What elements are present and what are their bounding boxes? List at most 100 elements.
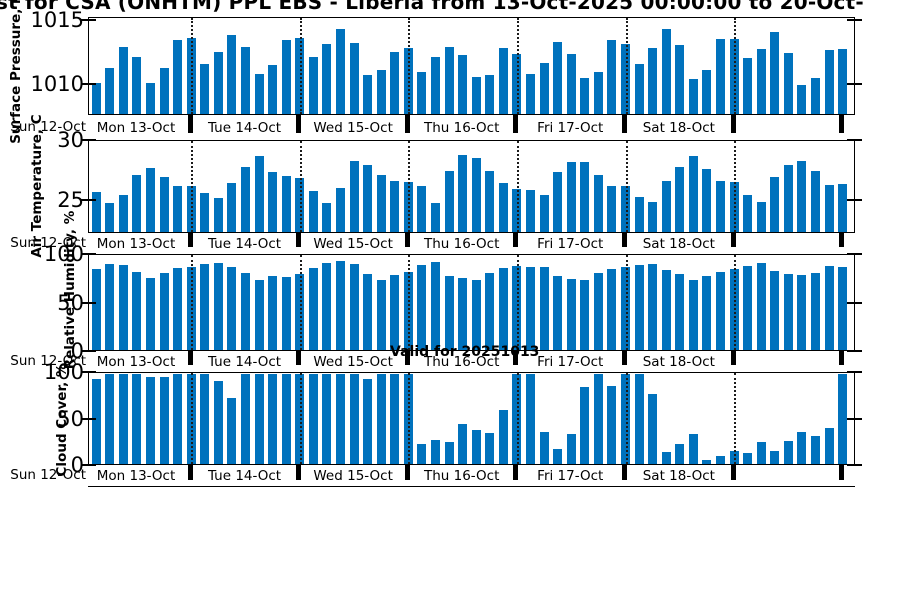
bar — [173, 268, 183, 350]
bar — [675, 273, 685, 350]
bar — [702, 275, 712, 350]
bar — [607, 40, 617, 114]
day-boundary-tick — [296, 351, 302, 365]
day-boundary-tick — [296, 465, 302, 480]
bar — [526, 74, 536, 114]
day-separator-line — [625, 373, 628, 464]
bar — [553, 172, 563, 232]
day-label: Fri 17-Oct — [537, 119, 604, 136]
bar — [349, 374, 359, 464]
bar — [485, 433, 495, 464]
bar — [593, 374, 603, 464]
bar — [241, 374, 251, 464]
bar — [159, 67, 169, 114]
bar — [91, 82, 101, 114]
bar — [675, 45, 685, 114]
day-separator-line — [734, 141, 737, 232]
bar — [838, 267, 848, 350]
day-boundary-tick — [187, 465, 193, 480]
day-label: Tue 14-Oct — [207, 353, 282, 370]
bar — [702, 70, 712, 114]
bar — [783, 52, 793, 114]
bar — [580, 386, 590, 464]
bar — [349, 160, 359, 232]
day-boundary-tick — [187, 233, 193, 247]
day-axis-strip-cloudcover: Mon 13-Oct Tue 14-Oct Wed 15-Oct Thu 16-Oct… — [88, 465, 855, 487]
bar — [417, 186, 427, 232]
bar — [648, 47, 658, 114]
bar — [716, 39, 726, 114]
bar — [281, 40, 291, 114]
bar — [756, 442, 766, 464]
bar — [675, 166, 685, 232]
bar — [783, 165, 793, 232]
bar — [213, 381, 223, 464]
bar — [336, 187, 346, 232]
day-label: Tue 14-Oct — [207, 119, 282, 136]
day-separator-line — [625, 18, 628, 114]
bar — [444, 275, 454, 350]
bar — [417, 265, 427, 350]
bar — [471, 158, 481, 232]
axis-tick — [81, 83, 96, 86]
day-axis-strip-temperature: Mon 13-Oct Tue 14-Oct Wed 15-Oct Thu 16-Oct… — [88, 233, 855, 254]
bar — [661, 270, 671, 350]
bar — [146, 277, 156, 350]
bar — [824, 185, 834, 232]
axis-tick — [847, 139, 862, 141]
bar — [634, 265, 644, 350]
day-boundary-tick — [622, 465, 628, 480]
bar — [661, 180, 671, 232]
day-separator-line — [408, 255, 411, 350]
day-separator-line — [299, 18, 302, 114]
day-boundary-tick — [187, 351, 193, 365]
bar — [281, 175, 291, 232]
bar — [743, 453, 753, 464]
temperature-plot — [88, 140, 855, 233]
day-boundary-tick — [296, 115, 302, 133]
bar — [566, 54, 576, 114]
bar — [756, 262, 766, 350]
bar — [254, 156, 264, 232]
bar — [661, 452, 671, 464]
bar — [390, 274, 400, 350]
bar — [431, 439, 441, 464]
bar — [268, 374, 278, 464]
bar — [91, 269, 101, 350]
bar — [376, 374, 386, 464]
bar — [566, 161, 576, 232]
bar — [743, 57, 753, 114]
bar — [675, 444, 685, 464]
bar — [308, 268, 318, 350]
day-separator-line — [191, 373, 194, 464]
bar — [634, 374, 644, 464]
day-label: Sat 18-Oct — [642, 119, 715, 136]
axis-tick — [81, 350, 96, 352]
bar — [688, 280, 698, 350]
day-separator-line — [734, 255, 737, 350]
axis-tick — [847, 199, 862, 202]
valid-for-annotation: Valid for 20251013 — [390, 344, 540, 360]
day-boundary-tick — [513, 465, 519, 480]
bar — [146, 82, 156, 114]
bar — [322, 44, 332, 114]
figure-title: st for CSA (ONHTM) PPL EBS - Liberia fro… — [0, 0, 864, 14]
pre-day-label: Sun 12-Oct — [10, 352, 86, 369]
day-label: Fri 17-Oct — [537, 235, 604, 252]
axis-tick — [847, 464, 862, 466]
y-tick-label: 25 — [57, 188, 84, 213]
axis-tick — [847, 18, 862, 21]
y-tick-label: 100 — [43, 242, 84, 266]
axis-tick — [81, 301, 96, 304]
bar — [322, 262, 332, 350]
bar — [268, 172, 278, 232]
bar — [390, 51, 400, 114]
bar — [431, 56, 441, 114]
day-separator-line — [516, 255, 519, 350]
bar — [702, 168, 712, 232]
bar — [91, 378, 101, 464]
day-label: Sat 18-Oct — [642, 468, 715, 484]
day-separator-line — [516, 141, 519, 232]
bar — [132, 174, 142, 232]
